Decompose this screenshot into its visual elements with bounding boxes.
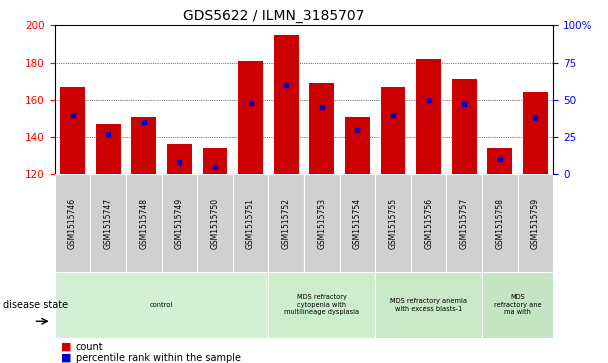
Bar: [411, 174, 446, 272]
Text: GSM1515747: GSM1515747: [103, 198, 112, 249]
Bar: [60, 87, 85, 174]
Text: percentile rank within the sample: percentile rank within the sample: [76, 352, 241, 363]
Text: GSM1515748: GSM1515748: [139, 198, 148, 249]
Bar: [131, 117, 156, 174]
Text: GSM1515756: GSM1515756: [424, 198, 433, 249]
Bar: [202, 148, 227, 174]
Text: GSM1515758: GSM1515758: [496, 198, 505, 249]
Bar: [55, 174, 91, 272]
Bar: [488, 148, 513, 174]
Text: GSM1515753: GSM1515753: [317, 198, 326, 249]
Text: MDS refractory
cytopenia with
multilineage dysplasia: MDS refractory cytopenia with multilinea…: [285, 294, 359, 315]
Text: ■: ■: [61, 352, 71, 363]
Text: GSM1515755: GSM1515755: [389, 198, 398, 249]
Bar: [274, 35, 299, 174]
Bar: [91, 174, 126, 272]
Text: MDS
refractory ane
ma with: MDS refractory ane ma with: [494, 294, 542, 315]
Bar: [95, 124, 120, 174]
Text: GSM1515754: GSM1515754: [353, 198, 362, 249]
Text: GSM1515759: GSM1515759: [531, 198, 540, 249]
Bar: [167, 144, 192, 174]
Bar: [482, 174, 517, 272]
Bar: [268, 174, 304, 272]
Bar: [233, 174, 268, 272]
Text: control: control: [150, 302, 173, 308]
Bar: [126, 174, 162, 272]
Bar: [452, 79, 477, 174]
Text: GSM1515752: GSM1515752: [282, 198, 291, 249]
Text: GDS5622 / ILMN_3185707: GDS5622 / ILMN_3185707: [183, 9, 364, 23]
Bar: [340, 174, 375, 272]
Bar: [446, 174, 482, 272]
Text: disease state: disease state: [3, 300, 68, 310]
Bar: [197, 174, 233, 272]
Bar: [375, 272, 482, 338]
Bar: [345, 117, 370, 174]
Bar: [268, 272, 375, 338]
Bar: [304, 174, 340, 272]
Text: GSM1515746: GSM1515746: [68, 198, 77, 249]
Bar: [162, 174, 197, 272]
Bar: [309, 83, 334, 174]
Bar: [523, 93, 548, 174]
Bar: [375, 174, 411, 272]
Bar: [517, 174, 553, 272]
Bar: [381, 87, 406, 174]
Text: GSM1515749: GSM1515749: [175, 198, 184, 249]
Bar: [238, 61, 263, 174]
Bar: [55, 272, 268, 338]
Text: GSM1515750: GSM1515750: [210, 198, 219, 249]
Text: MDS refractory anemia
with excess blasts-1: MDS refractory anemia with excess blasts…: [390, 298, 467, 312]
Text: GSM1515757: GSM1515757: [460, 198, 469, 249]
Bar: [416, 59, 441, 174]
Bar: [482, 272, 553, 338]
Text: GSM1515751: GSM1515751: [246, 198, 255, 249]
Text: ■: ■: [61, 342, 71, 352]
Text: count: count: [76, 342, 103, 352]
